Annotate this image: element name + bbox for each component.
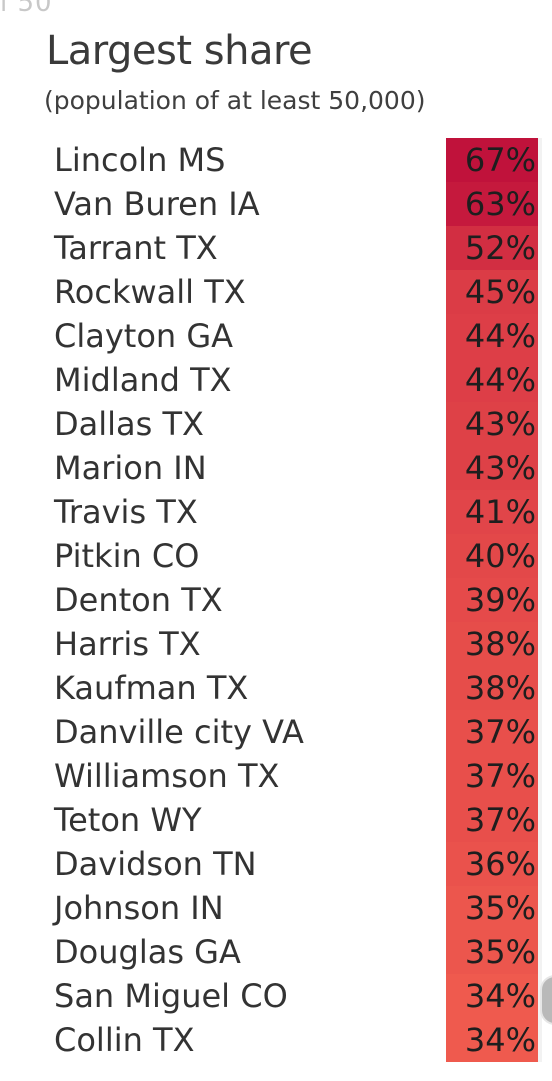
table-row: Danville city VA 37% bbox=[0, 710, 552, 754]
table-row: Dallas TX 43% bbox=[0, 402, 552, 446]
table-row: Denton TX 39% bbox=[0, 578, 552, 622]
share-value-cell: 35% bbox=[446, 886, 538, 930]
county-label: Clayton GA bbox=[54, 317, 234, 355]
edge-handle[interactable] bbox=[540, 975, 552, 1025]
chart-title: Largest share bbox=[46, 28, 313, 74]
county-label: Harris TX bbox=[54, 625, 201, 663]
share-value-cell: 40% bbox=[446, 534, 538, 578]
share-value-cell: 63% bbox=[446, 182, 538, 226]
share-value-cell: 38% bbox=[446, 622, 538, 666]
table-row: Collin TX 34% bbox=[0, 1018, 552, 1062]
cropped-header-text: i 50 bbox=[0, 0, 53, 18]
county-label: Davidson TN bbox=[54, 845, 257, 883]
share-value-cell: 67% bbox=[446, 138, 538, 182]
county-label: Tarrant TX bbox=[54, 229, 218, 267]
county-label: Van Buren IA bbox=[54, 185, 260, 223]
county-label: Kaufman TX bbox=[54, 669, 249, 707]
table-row: Pitkin CO 40% bbox=[0, 534, 552, 578]
table-row: Kaufman TX 38% bbox=[0, 666, 552, 710]
share-value-cell: 37% bbox=[446, 710, 538, 754]
right-edge-rule bbox=[538, 138, 542, 1062]
table-row: Lincoln MS 67% bbox=[0, 138, 552, 182]
share-value-cell: 37% bbox=[446, 798, 538, 842]
table-row: Marion IN 43% bbox=[0, 446, 552, 490]
table-row: San Miguel CO 34% bbox=[0, 974, 552, 1018]
share-value-cell: 39% bbox=[446, 578, 538, 622]
share-value-cell: 37% bbox=[446, 754, 538, 798]
share-value-cell: 44% bbox=[446, 358, 538, 402]
share-value-cell: 38% bbox=[446, 666, 538, 710]
table-row: Teton WY 37% bbox=[0, 798, 552, 842]
share-value-cell: 41% bbox=[446, 490, 538, 534]
table-row: Johnson IN 35% bbox=[0, 886, 552, 930]
table-row: Williamson TX 37% bbox=[0, 754, 552, 798]
county-label: Collin TX bbox=[54, 1021, 195, 1059]
share-value-cell: 44% bbox=[446, 314, 538, 358]
chart-subtitle: (population of at least 50,000) bbox=[44, 86, 426, 115]
share-table: Lincoln MS 67% Van Buren IA 63% Tarrant TX 52… bbox=[0, 138, 552, 1062]
county-label: Douglas GA bbox=[54, 933, 241, 971]
table-row: Clayton GA 44% bbox=[0, 314, 552, 358]
share-value-cell: 45% bbox=[446, 270, 538, 314]
share-value-cell: 34% bbox=[446, 1018, 538, 1062]
county-label: Marion IN bbox=[54, 449, 207, 487]
table-row: Harris TX 38% bbox=[0, 622, 552, 666]
county-label: Teton WY bbox=[54, 801, 202, 839]
share-value-cell: 52% bbox=[446, 226, 538, 270]
table-row: Davidson TN 36% bbox=[0, 842, 552, 886]
share-value-cell: 34% bbox=[446, 974, 538, 1018]
county-label: San Miguel CO bbox=[54, 977, 288, 1015]
county-label: Rockwall TX bbox=[54, 273, 246, 311]
table-row: Rockwall TX 45% bbox=[0, 270, 552, 314]
county-label: Johnson IN bbox=[54, 889, 224, 927]
table-row: Tarrant TX 52% bbox=[0, 226, 552, 270]
share-value-cell: 36% bbox=[446, 842, 538, 886]
table-row: Van Buren IA 63% bbox=[0, 182, 552, 226]
county-label: Pitkin CO bbox=[54, 537, 200, 575]
county-label: Lincoln MS bbox=[54, 141, 226, 179]
share-value-cell: 43% bbox=[446, 446, 538, 490]
county-label: Danville city VA bbox=[54, 713, 304, 751]
share-value-cell: 35% bbox=[446, 930, 538, 974]
table-row: Midland TX 44% bbox=[0, 358, 552, 402]
table-row: Travis TX 41% bbox=[0, 490, 552, 534]
share-value-cell: 43% bbox=[446, 402, 538, 446]
county-label: Williamson TX bbox=[54, 757, 280, 795]
county-label: Dallas TX bbox=[54, 405, 204, 443]
table-row: Douglas GA 35% bbox=[0, 930, 552, 974]
county-label: Midland TX bbox=[54, 361, 232, 399]
county-label: Denton TX bbox=[54, 581, 223, 619]
county-label: Travis TX bbox=[54, 493, 198, 531]
